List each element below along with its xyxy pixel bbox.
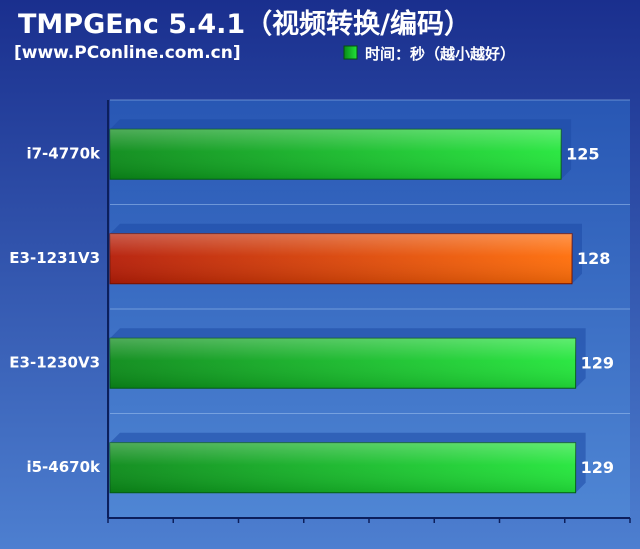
- category-label: E3-1231V3: [9, 249, 100, 267]
- labels: i7-4770k 125 E3-1231V3 128 E3-1230V3 129 i5-46…: [9, 144, 614, 477]
- category-label: i5-4670k: [26, 458, 101, 476]
- x-axis-ticks: [107, 518, 631, 523]
- legend: 时间：秒（越小越好）: [343, 45, 515, 63]
- value-label: 125: [566, 144, 599, 163]
- bar-shine: [110, 442, 576, 493]
- legend-label: 时间：秒（越小越好）: [365, 45, 515, 63]
- category-label: E3-1230V3: [9, 353, 100, 371]
- legend-swatch: [343, 45, 358, 60]
- chart-subtitle: [www.PConline.com.cn]: [14, 43, 241, 63]
- bars: [109, 119, 586, 494]
- bar-shine: [110, 338, 576, 389]
- value-label: 128: [577, 249, 610, 268]
- bar-shine: [110, 129, 562, 180]
- chart-title: TMPGEnc 5.4.1（视频转换/编码）: [18, 8, 471, 40]
- category-label: i7-4770k: [26, 144, 101, 162]
- bar-shine: [110, 233, 572, 284]
- value-label: 129: [581, 458, 614, 477]
- value-label: 129: [581, 353, 614, 372]
